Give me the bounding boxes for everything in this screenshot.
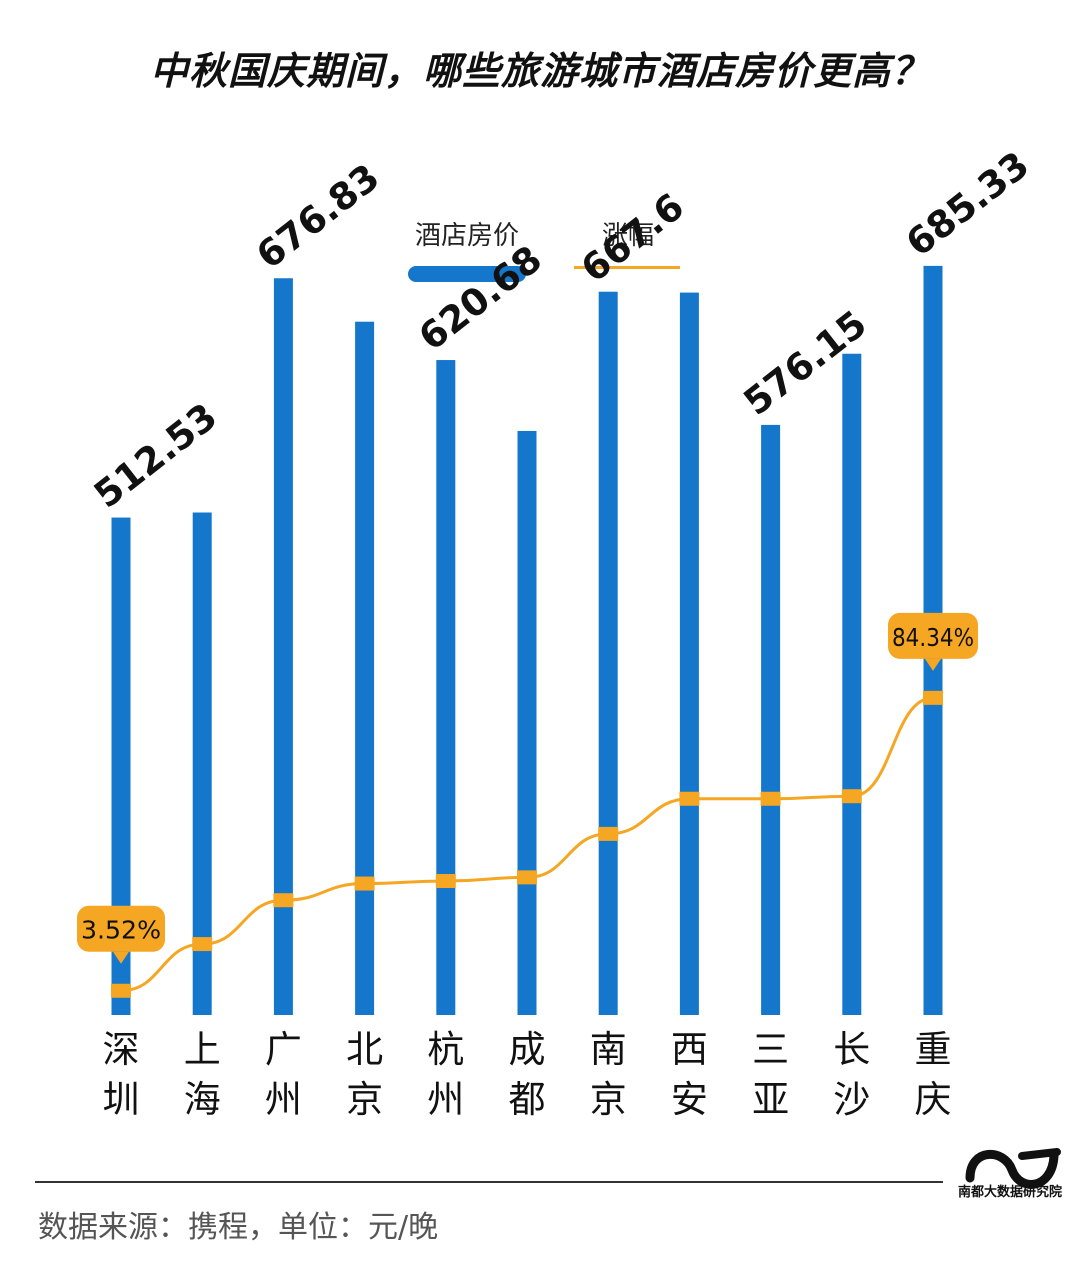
category-label-5-1: 都 bbox=[509, 1078, 546, 1121]
bar-7 bbox=[679, 292, 699, 1015]
callout-box-10 bbox=[888, 612, 978, 659]
bar-0 bbox=[111, 517, 131, 1015]
bar-value-label-0: 512.53 bbox=[86, 395, 225, 517]
category-label-2-1: 州 bbox=[265, 1078, 302, 1121]
bar-2 bbox=[273, 278, 293, 1015]
legend-growth-swatch bbox=[574, 266, 680, 269]
category-label-6-1: 京 bbox=[590, 1078, 627, 1121]
legend: 酒店房价 涨幅 bbox=[0, 215, 1080, 285]
bar-3 bbox=[355, 321, 375, 1015]
bar-1 bbox=[192, 512, 212, 1015]
growth-marker-4 bbox=[435, 874, 456, 889]
callout-label-10: 84.34% bbox=[892, 623, 974, 652]
bar-value-label-2: 676.83 bbox=[248, 156, 387, 278]
category-label-0-0: 深 bbox=[103, 1028, 140, 1071]
callout-box-0 bbox=[77, 905, 165, 952]
growth-marker-5 bbox=[517, 870, 537, 885]
callout-pointer-0 bbox=[113, 951, 129, 964]
category-label-5-0: 成 bbox=[509, 1028, 546, 1071]
bar-4 bbox=[436, 360, 456, 1015]
category-label-8-0: 三 bbox=[752, 1028, 789, 1071]
category-label-4-0: 杭 bbox=[427, 1028, 464, 1071]
category-label-8-1: 亚 bbox=[752, 1078, 789, 1121]
growth-marker-9 bbox=[841, 789, 862, 804]
category-label-9-0: 长 bbox=[833, 1028, 870, 1071]
category-label-7-1: 安 bbox=[671, 1078, 708, 1121]
data-source: 数据来源：携程，单位：元/晚 bbox=[38, 1210, 439, 1245]
growth-marker-0 bbox=[111, 983, 131, 998]
bar-value-label-4: 620.68 bbox=[411, 237, 550, 359]
logo-icon bbox=[965, 1148, 1061, 1189]
callout-pointer-10 bbox=[925, 658, 941, 671]
growth-marker-7 bbox=[679, 791, 700, 806]
bar-8 bbox=[761, 424, 781, 1015]
bar-6 bbox=[598, 291, 618, 1015]
bar-value-label-10: 685.33 bbox=[898, 143, 1037, 265]
category-label-0-1: 圳 bbox=[103, 1078, 140, 1121]
category-label-4-1: 州 bbox=[427, 1078, 464, 1121]
growth-marker-10 bbox=[923, 690, 943, 705]
category-label-3-0: 北 bbox=[346, 1028, 383, 1071]
chart-title: 中秋国庆期间，哪些旅游城市酒店房价更高？ bbox=[149, 49, 930, 93]
legend-growth-label: 涨幅 bbox=[602, 221, 655, 251]
bar-value-label-6: 667.6 bbox=[573, 185, 692, 291]
category-label-2-0: 广 bbox=[265, 1028, 302, 1071]
category-label-6-0: 南 bbox=[590, 1028, 627, 1071]
logo-text: 南都大数据研究院 bbox=[958, 1185, 1063, 1200]
growth-marker-3 bbox=[354, 876, 375, 891]
growth-marker-1 bbox=[192, 937, 213, 952]
legend-price-swatch bbox=[408, 266, 526, 282]
category-label-1-0: 上 bbox=[184, 1028, 221, 1071]
category-label-1-1: 海 bbox=[184, 1078, 221, 1121]
category-label-10-1: 庆 bbox=[915, 1078, 952, 1121]
category-label-3-1: 京 bbox=[346, 1078, 383, 1121]
footer-divider bbox=[35, 1181, 943, 1183]
category-label-10-0: 重 bbox=[915, 1028, 952, 1071]
legend-price-label: 酒店房价 bbox=[414, 221, 519, 251]
bar-9 bbox=[842, 353, 862, 1015]
legend-item-price: 酒店房价 bbox=[408, 215, 526, 282]
growth-marker-8 bbox=[760, 791, 781, 806]
category-label-9-1: 沙 bbox=[833, 1078, 870, 1121]
legend-item-growth: 涨幅 bbox=[574, 215, 680, 269]
growth-marker-6 bbox=[598, 826, 619, 841]
callout-label-0: 3.52% bbox=[81, 916, 161, 945]
bar-5 bbox=[517, 430, 537, 1016]
category-label-7-0: 西 bbox=[671, 1028, 708, 1071]
growth-marker-2 bbox=[273, 893, 294, 908]
